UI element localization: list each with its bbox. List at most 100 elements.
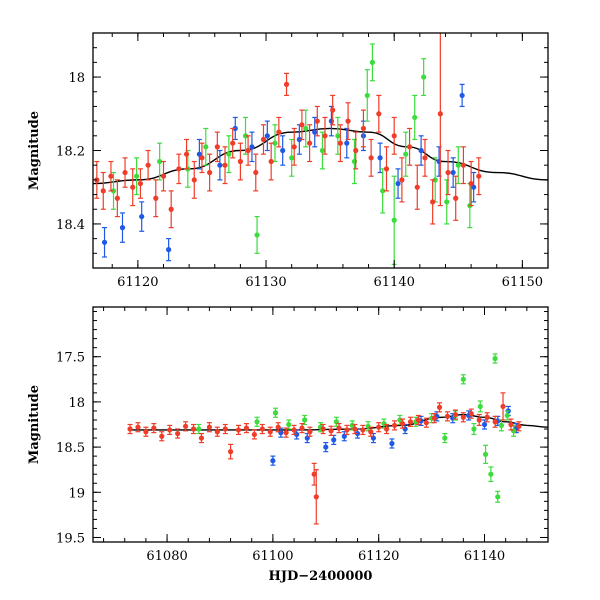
- top-green-point-9: [289, 155, 295, 161]
- top-ytick-label-1: 18.2: [56, 145, 85, 160]
- top-red-point-44: [430, 199, 436, 205]
- top-blue-point-6: [232, 125, 238, 132]
- bottom-blue-point-2: [294, 431, 300, 438]
- top-green-point-8: [272, 140, 278, 146]
- bottom-green-point-0: [196, 426, 202, 432]
- bottom-green-point-9: [381, 420, 387, 427]
- top-blue-point-15: [377, 155, 383, 161]
- top-green-point-18: [403, 151, 409, 157]
- bottom-blue-point-10: [402, 426, 408, 432]
- bottom-ytick-label-1: 18: [68, 396, 85, 411]
- top-red-point-7: [145, 162, 151, 168]
- bottom-green-point-4: [302, 417, 308, 423]
- bottom-red-point-43: [452, 411, 459, 418]
- top-red-point-33: [345, 118, 351, 124]
- bottom-red-point-46: [476, 417, 482, 423]
- top-red-point-9: [160, 173, 167, 179]
- bottom-red-point-36: [399, 420, 406, 427]
- top-red-point-1: [100, 188, 106, 194]
- bottom-red-point-45: [468, 411, 474, 417]
- bottom-xtick-label-1: 61100: [252, 549, 293, 564]
- top-green-point-16: [380, 188, 386, 194]
- top-ytick-label-2: 18.4: [56, 218, 85, 233]
- top-green-point-19: [412, 114, 418, 121]
- bottom-red-point-42: [444, 413, 451, 419]
- top-red-point-19: [237, 158, 243, 165]
- top-red-point-3: [114, 195, 120, 201]
- top-blue-point-10: [296, 136, 302, 143]
- top-red-point-43: [422, 155, 428, 161]
- top-red-point-28: [307, 140, 313, 146]
- bottom-ytick-label-4: 19.5: [56, 531, 85, 546]
- bottom-red-point-5: [167, 427, 173, 433]
- top-red-point-13: [191, 177, 197, 183]
- top-blue-point-21: [471, 184, 477, 190]
- top-ticks: 61120 61130 61140 61150 18 18.2 18.4: [56, 33, 549, 290]
- bottom-green-point-21: [495, 494, 501, 500]
- bottom-ytick-label-3: 19: [68, 486, 85, 501]
- bottom-red-point-7: [182, 423, 189, 429]
- top-xtick-label-0: 61120: [117, 275, 158, 290]
- bottom-green-point-18: [482, 451, 489, 457]
- top-green-point-15: [369, 59, 376, 65]
- bottom-red-point-17: [259, 426, 265, 432]
- bottom-red-point-1: [135, 424, 141, 430]
- top-red-point-16: [214, 144, 220, 150]
- bottom-green-point-3: [286, 421, 292, 428]
- bottom-red-point-38: [415, 417, 421, 423]
- bottom-red-point-24: [311, 471, 317, 477]
- top-red-point-23: [268, 158, 274, 165]
- top-green-point-23: [455, 162, 461, 168]
- top-red-point-30: [322, 133, 328, 139]
- bottom-red-point-23: [307, 429, 313, 435]
- top-red-point-34: [353, 147, 359, 154]
- top-red-point-38: [383, 166, 390, 172]
- top-red-point-47: [453, 195, 459, 201]
- top-red-point-5: [130, 184, 136, 190]
- top-red-point-20: [245, 147, 251, 154]
- bottom-green-point-20: [492, 355, 498, 362]
- top-blue-point-17: [418, 147, 424, 154]
- top-blue-point-4: [196, 151, 202, 157]
- top-red-point-4: [122, 169, 128, 176]
- top-red-point-24: [276, 129, 282, 135]
- top-red-point-42: [414, 184, 420, 190]
- top-red-point-36: [368, 155, 374, 161]
- bottom-red-point-47: [484, 414, 490, 420]
- top-green-point-22: [444, 199, 450, 205]
- top-red-point-8: [153, 195, 159, 201]
- top-green-point-4: [203, 144, 209, 150]
- bottom-red-point-22: [299, 425, 305, 431]
- top-red-point-2: [108, 173, 114, 179]
- top-red-point-14: [199, 155, 205, 161]
- top-red-point-21: [253, 169, 259, 176]
- top-blue-point-1: [119, 225, 126, 231]
- top-blue-point-0: [101, 239, 108, 245]
- top-green-point-1: [133, 173, 140, 179]
- top-blue-point-11: [312, 129, 318, 135]
- top-red-point-15: [207, 169, 213, 176]
- bottom-red-point-39: [423, 420, 429, 426]
- top-blue-point-20: [459, 92, 465, 99]
- top-red-point-10: [168, 206, 174, 212]
- bottom-blue-point-7: [354, 430, 361, 437]
- top-green-point-20: [421, 74, 427, 80]
- bottom-red-point-12: [222, 426, 228, 432]
- bottom-green-point-1: [254, 419, 260, 425]
- top-red-point-26: [291, 144, 297, 150]
- bottom-blue-point-0: [270, 458, 276, 464]
- bottom-red-point-2: [143, 429, 149, 435]
- bottom-red-point-26: [320, 426, 326, 432]
- top-green-point-5: [226, 151, 232, 157]
- bottom-red-point-4: [159, 433, 165, 439]
- top-red-point-41: [406, 144, 413, 150]
- bottom-green-point-22: [498, 422, 505, 429]
- bottom-plot-marks: [127, 353, 548, 525]
- bottom-xtick-label-0: 61080: [146, 549, 187, 564]
- top-green-point-14: [364, 92, 370, 99]
- bottom-blue-point-4: [323, 444, 329, 450]
- top-green-point-7: [254, 232, 260, 238]
- bottom-green-point-23: [504, 412, 510, 419]
- top-green-point-6: [242, 133, 249, 139]
- bottom-red-point-32: [368, 429, 374, 435]
